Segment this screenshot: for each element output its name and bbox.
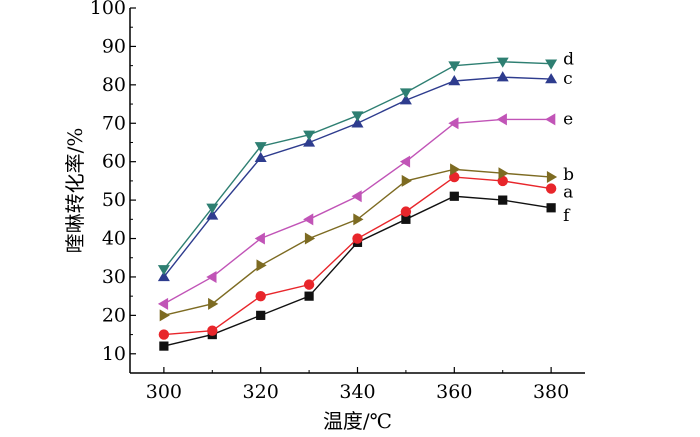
y-tick-label: 90 — [102, 35, 126, 57]
series-e-point — [157, 297, 169, 310]
series-a: a — [158, 171, 573, 340]
series-e-point — [254, 232, 265, 245]
series-f-label: f — [563, 206, 571, 226]
series-a-point — [255, 290, 266, 302]
series-c-point — [157, 270, 170, 282]
series-a-point — [449, 171, 460, 183]
series-d-point — [157, 265, 170, 276]
series-f-point — [159, 341, 169, 351]
y-tick-label: 80 — [102, 74, 126, 96]
series-d-label: d — [563, 50, 574, 70]
series-e-line — [163, 118, 552, 305]
series-f: f — [159, 191, 571, 351]
series-d-point — [399, 88, 412, 99]
y-tick-label: 30 — [102, 266, 126, 288]
y-tick-label: 40 — [102, 228, 126, 250]
series-e-label: e — [563, 109, 573, 129]
x-tick-label: 380 — [533, 381, 569, 403]
series-b-point — [498, 167, 509, 180]
y-tick-label: 50 — [102, 189, 126, 211]
series-d-point — [496, 57, 509, 68]
series-b-label: b — [563, 165, 574, 185]
series-c-point — [351, 117, 364, 128]
series-e-point — [351, 190, 362, 203]
series-b-point — [353, 213, 364, 226]
series-b-point — [304, 232, 316, 245]
series-e-point — [399, 155, 411, 168]
series-f-point — [449, 191, 459, 201]
series-e: e — [157, 109, 573, 310]
series-d-point — [303, 130, 316, 141]
series-a-point — [303, 279, 315, 290]
series-a-point — [545, 183, 557, 194]
series-d: d — [157, 50, 574, 276]
series-c-point — [545, 73, 558, 84]
series-b: b — [159, 163, 574, 322]
y-tick-label: 10 — [102, 343, 126, 365]
x-tick-label: 360 — [436, 381, 472, 403]
series-f-point — [546, 203, 556, 213]
x-tick-label: 340 — [339, 381, 375, 403]
series-layer: fab ecd — [157, 50, 574, 351]
series-b-point — [159, 309, 170, 322]
series-d-point — [206, 203, 219, 214]
y-tick-label: 60 — [102, 151, 126, 173]
series-e-point — [303, 213, 314, 226]
series-c-point — [448, 75, 461, 86]
series-b-point — [401, 174, 412, 187]
series-c: c — [157, 69, 573, 282]
series-d-point — [448, 61, 461, 72]
series-e-point — [496, 113, 507, 126]
series-c-line — [163, 76, 552, 278]
x-tick-label: 300 — [146, 381, 182, 403]
series-c-point — [254, 151, 267, 163]
series-c-point — [303, 136, 316, 147]
series-a-point — [207, 325, 218, 336]
axes: 10 20 30 40 50 60 70 80 90 100 300 320 340 360 380 — [90, 0, 585, 403]
series-b-point — [256, 259, 267, 272]
series-c-point — [206, 209, 219, 220]
series-a-point — [158, 329, 170, 340]
y-tick-label: 70 — [102, 112, 126, 134]
series-d-point — [254, 142, 267, 153]
series-d-point — [351, 111, 364, 122]
series-c-point — [496, 71, 509, 82]
series-c-point — [399, 94, 412, 105]
series-f-point — [401, 214, 411, 224]
series-b-point — [546, 171, 558, 184]
series-d-point — [545, 59, 558, 70]
series-c-label: c — [563, 69, 573, 89]
x-axis-title: 温度/℃ — [323, 409, 392, 433]
x-tick-label: 320 — [243, 381, 279, 403]
y-tick-label: 20 — [102, 304, 126, 326]
series-a-label: a — [563, 183, 573, 203]
series-e-point — [448, 117, 459, 130]
series-f-point — [498, 195, 508, 205]
series-b-point — [208, 297, 219, 310]
series-a-point — [400, 206, 412, 217]
series-b-point — [450, 163, 461, 176]
series-a-point — [497, 175, 508, 187]
series-a-line — [163, 176, 552, 336]
series-e-point — [545, 113, 556, 126]
series-a-point — [352, 233, 363, 244]
series-f-point — [256, 310, 266, 320]
y-tick-label: 100 — [90, 0, 126, 19]
series-e-point — [206, 270, 217, 283]
y-axis-title: 喹啉转化率/% — [63, 128, 87, 254]
series-f-point — [304, 291, 314, 301]
